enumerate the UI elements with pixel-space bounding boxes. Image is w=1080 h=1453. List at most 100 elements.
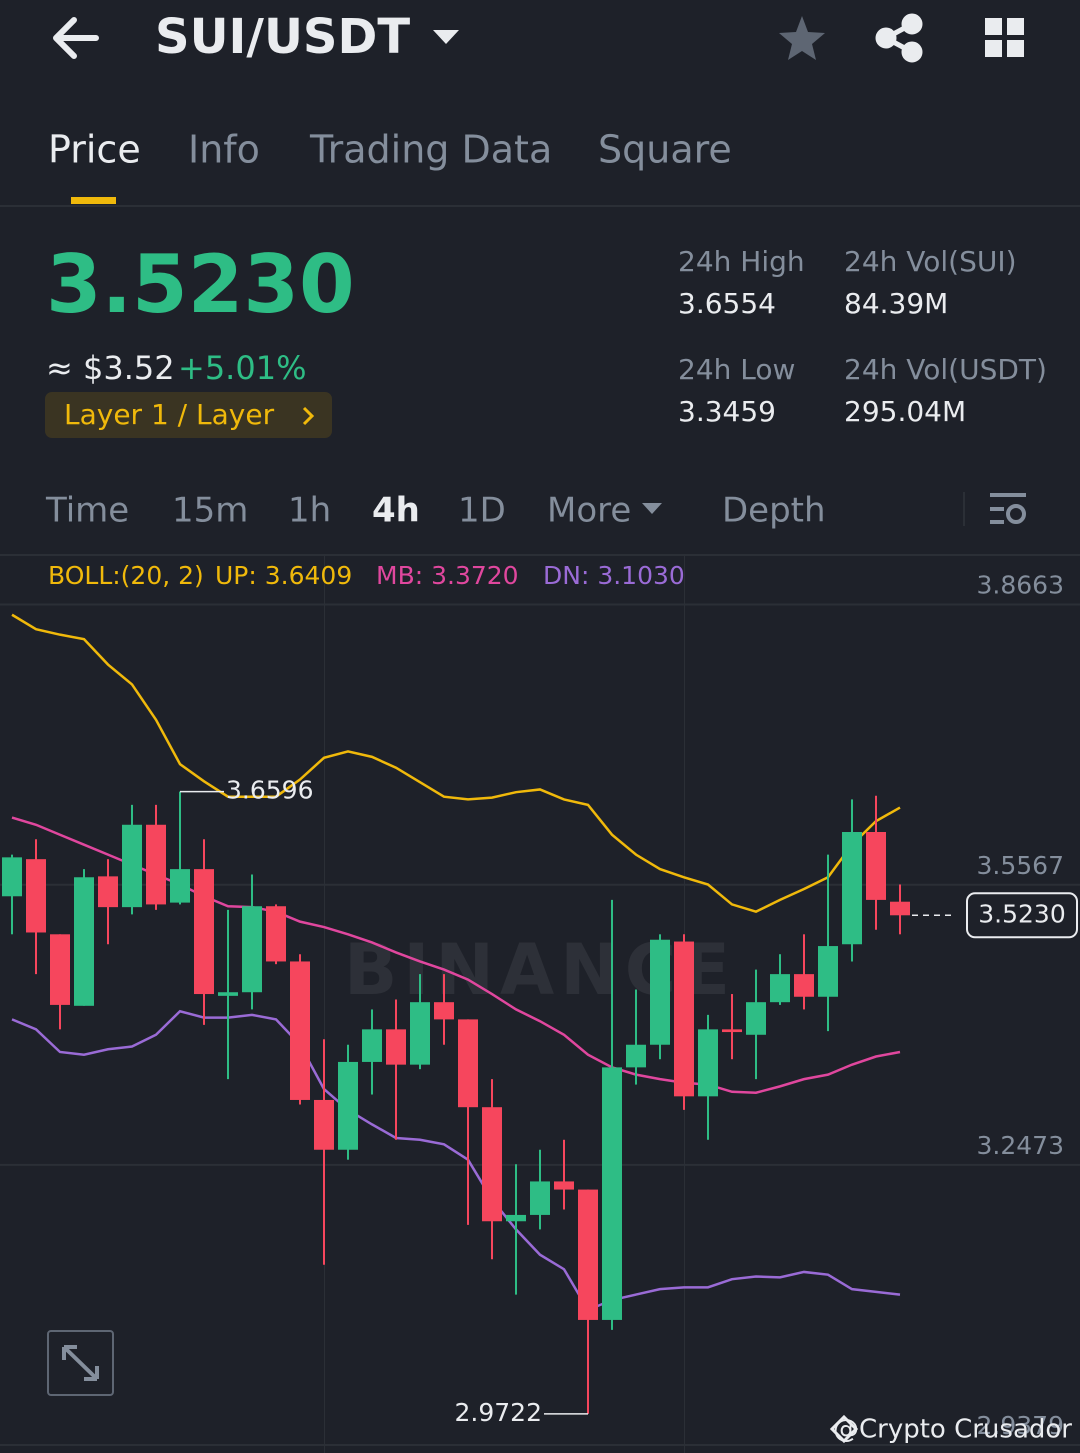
candle-body — [146, 824, 166, 905]
chart-settings[interactable] — [990, 493, 1026, 524]
candle-body — [74, 877, 94, 1006]
interval[interactable]: More — [547, 491, 631, 531]
last-price-box — [966, 892, 1078, 939]
layout-cell[interactable] — [1007, 18, 1024, 35]
pair-dropdown[interactable] — [433, 30, 459, 44]
back-arrow[interactable] — [53, 17, 99, 59]
candle-body — [338, 1061, 358, 1150]
y-tick-label: 3.5567 — [977, 851, 1064, 880]
tab[interactable]: Square — [598, 128, 732, 172]
interval[interactable]: 1h — [288, 491, 331, 531]
settings-bar[interactable] — [990, 507, 1004, 511]
settings-bar[interactable] — [990, 520, 1004, 524]
candle-body — [50, 934, 70, 1005]
candle-body — [578, 1189, 598, 1320]
last-price: 3.5230 — [46, 238, 355, 331]
expand-icon[interactable] — [62, 1345, 99, 1381]
sector-tag[interactable]: Layer 1 / Layer — [45, 392, 332, 438]
candle-body — [794, 974, 814, 997]
candle-body — [434, 1002, 454, 1020]
layout-cell[interactable] — [985, 40, 1002, 57]
candle-body — [482, 1107, 502, 1222]
candle-body — [746, 1002, 766, 1035]
bollinger-band — [11, 613, 901, 914]
candle-body — [2, 857, 22, 897]
stat-value: 3.3459 — [678, 395, 776, 428]
tag-label[interactable]: Layer 1 / Layer — [64, 398, 275, 431]
candle-body — [818, 946, 838, 997]
stat-value: 84.39M — [844, 287, 948, 320]
stat-label: 24h High — [678, 245, 805, 278]
candle-body — [410, 1002, 430, 1065]
interval[interactable]: 1D — [458, 491, 506, 531]
candle-body — [722, 1029, 742, 1033]
y-tick-label: 3.2473 — [977, 1131, 1064, 1160]
candle-body — [170, 869, 190, 903]
candle-body — [674, 941, 694, 1097]
divider — [0, 554, 1080, 556]
y-tick-label: 3.8663 — [977, 571, 1064, 600]
layout-cell[interactable] — [985, 18, 1002, 35]
candle-body — [290, 961, 310, 1100]
share-link[interactable] — [880, 21, 914, 55]
tab[interactable]: Trading Data — [309, 128, 552, 172]
layout-cell[interactable] — [1007, 40, 1024, 57]
expand-frame[interactable] — [47, 1330, 114, 1396]
candle-body — [506, 1214, 526, 1222]
candle-body — [602, 1067, 622, 1320]
candle-body — [458, 1019, 478, 1108]
y-tick-label: 2.9379 — [977, 1411, 1064, 1440]
candle-body — [842, 832, 862, 945]
price-change: +5.01% — [178, 349, 306, 387]
high-label: 3.6596 — [226, 776, 313, 805]
candle-body — [122, 824, 142, 908]
stat-label: 24h Vol(SUI) — [844, 245, 1017, 278]
tab-active[interactable]: Price — [48, 128, 141, 172]
candle-body — [530, 1181, 550, 1215]
band-legend: UP: 3.6409 — [215, 561, 352, 590]
last-price-label: 3.5230 — [978, 899, 1065, 928]
band-legend: MB: 3.3720 — [376, 561, 519, 590]
tag-chevron[interactable] — [302, 406, 315, 426]
candle-body — [194, 869, 214, 995]
time-grid-line — [324, 556, 325, 1453]
indicator-label: BOLL:(20, 2) — [48, 561, 204, 590]
interval[interactable]: Depth — [722, 491, 826, 531]
interval[interactable]: Time — [45, 491, 129, 531]
stat-label: 24h Vol(USDT) — [844, 353, 1047, 386]
band-legend: DN: 3.1030 — [543, 561, 685, 590]
candle-body — [242, 906, 262, 993]
bollinger-band — [11, 1009, 901, 1312]
stat-value: 3.6554 — [678, 287, 776, 320]
candle-body — [362, 1029, 382, 1062]
stat-value: 295.04M — [844, 395, 966, 428]
candle-body — [386, 1029, 406, 1065]
tab-indicator — [71, 197, 116, 204]
tab[interactable]: Info — [188, 128, 260, 172]
tag-background[interactable] — [45, 392, 332, 438]
layout-button[interactable] — [985, 18, 1024, 57]
expand-button[interactable] — [47, 1330, 114, 1396]
settings-gear[interactable] — [1006, 504, 1026, 524]
candle-body — [314, 1099, 334, 1150]
credit-logo — [829, 1414, 859, 1444]
pair-title[interactable]: SUI/USDT — [155, 9, 410, 65]
more-dropdown[interactable] — [642, 503, 662, 514]
interval-active[interactable]: 4h — [372, 491, 420, 531]
favorite-star[interactable] — [779, 16, 825, 60]
fiat-price: ≈ $3.52 — [46, 349, 175, 387]
candle-body — [650, 939, 670, 1045]
candle-body — [698, 1029, 718, 1097]
back-button[interactable] — [53, 17, 99, 59]
interval[interactable]: 15m — [172, 491, 248, 531]
candle-body — [26, 859, 46, 933]
share-button[interactable] — [875, 13, 923, 63]
settings-bar[interactable] — [990, 493, 1026, 497]
candle-body — [98, 876, 118, 908]
divider — [0, 205, 1080, 207]
separator — [963, 492, 965, 526]
candle-body — [866, 832, 886, 900]
credit: @Crypto Crusador — [833, 1415, 1072, 1445]
candle-body — [890, 901, 910, 916]
